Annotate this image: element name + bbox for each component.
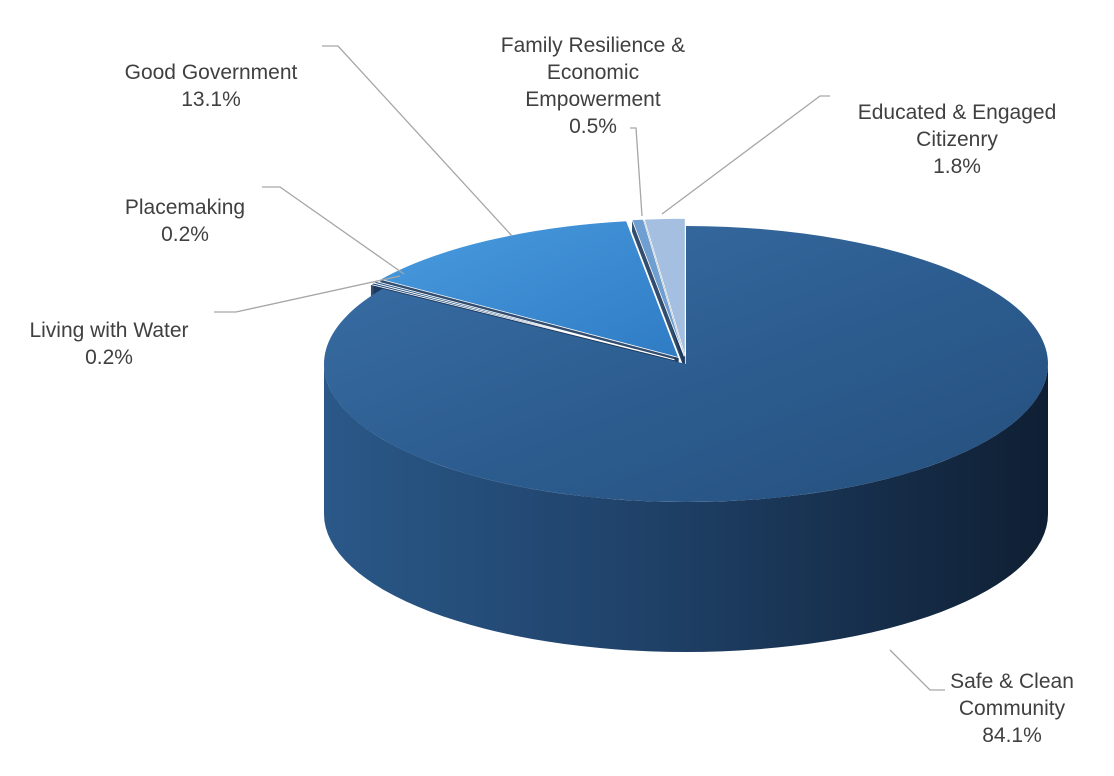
pie-chart-svg: [214, 45, 1049, 691]
leader-line-placemaking: [262, 186, 405, 275]
label-educated-engaged: Educated & Engaged Citizenry 1.8%: [842, 72, 1072, 207]
slice-educated-engaged-citizenry: [643, 217, 686, 357]
slice-side-safe-clean-community-0: [324, 364, 1048, 652]
slice-safe-clean-community: [324, 226, 1049, 503]
label-living-with-water: Living with Water 0.2%: [4, 290, 214, 398]
label-placemaking: Placemaking 0.2%: [100, 167, 270, 275]
label-family-resilience: Family Resilience & Economic Empowerment…: [478, 5, 708, 167]
label-placemaking-text: Placemaking: [124, 196, 246, 219]
leader-line-family-resilience-economic-empowerment: [630, 127, 643, 217]
label-safe-clean-community-pct: 84.1%: [982, 724, 1042, 747]
label-safe-clean-community-text: Safe & Clean Community: [950, 670, 1074, 720]
label-living-with-water-text: Living with Water: [29, 319, 189, 342]
label-safe-clean-community: Safe & Clean Community 84.1%: [912, 641, 1112, 776]
leader-line-educated-engaged-citizenry: [661, 95, 830, 215]
slice-wall-family-resilience-economic-empowerment-0: [632, 219, 685, 369]
slice-good-government: [379, 220, 680, 359]
label-good-government-text: Good Government: [124, 61, 298, 84]
slice-family-resilience-economic-empowerment: [631, 218, 685, 357]
label-family-resilience-pct: 0.5%: [569, 115, 617, 138]
leader-line-good-government: [322, 45, 513, 237]
label-educated-engaged-pct: 1.8%: [933, 155, 981, 178]
label-good-government: Good Government 13.1%: [96, 32, 326, 140]
label-good-government-pct: 13.1%: [181, 88, 241, 111]
pie-chart: Safe & Clean Community 84.1% Living with…: [4, 5, 1073, 747]
label-educated-engaged-text: Educated & Engaged Citizenry: [857, 101, 1057, 151]
leader-line-safe-clean-community: [889, 649, 945, 691]
leader-line-living-with-water: [214, 275, 401, 313]
label-placemaking-pct: 0.2%: [161, 223, 209, 246]
label-family-resilience-text: Family Resilience & Economic Empowerment: [500, 34, 686, 111]
label-living-with-water-pct: 0.2%: [85, 346, 133, 369]
